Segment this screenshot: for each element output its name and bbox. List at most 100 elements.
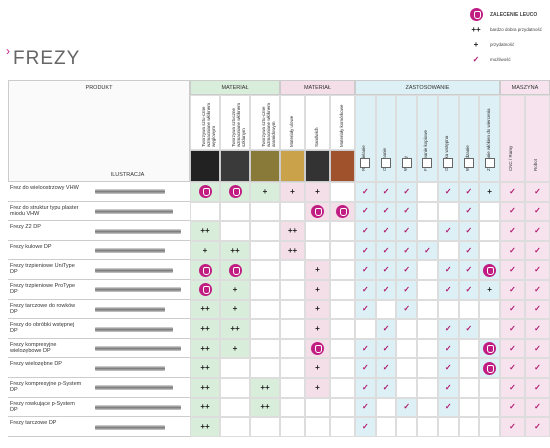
table-cell <box>437 299 459 320</box>
row-name: Frezy wielozębne DP <box>10 361 62 368</box>
table-cell <box>220 397 250 418</box>
table-cell <box>375 338 397 359</box>
table-cell <box>458 240 480 261</box>
table-cell <box>417 280 438 300</box>
group-label: MATERIAŁ <box>221 85 249 91</box>
table-cell <box>220 299 250 320</box>
table-cell <box>250 221 280 241</box>
cell-symbol: + <box>232 284 238 294</box>
table-cell <box>499 378 525 398</box>
table-cell <box>458 358 480 378</box>
cell-symbol: ✓ <box>362 304 369 314</box>
table-cell <box>280 378 305 398</box>
table-cell <box>280 299 305 320</box>
cell-symbol: ✓ <box>444 284 452 294</box>
table-cell <box>417 319 438 339</box>
row-name: Frezy Z2 DP <box>10 224 41 231</box>
column-header-cell <box>524 95 550 182</box>
cell-symbol: ✓ <box>362 402 369 412</box>
table-cell <box>437 201 459 222</box>
cell-symbol: ++ <box>200 422 210 431</box>
cell-symbol: ++ <box>200 343 210 353</box>
cell-symbol: ✓ <box>403 304 411 314</box>
table-cell <box>524 221 550 241</box>
table-cell <box>220 221 250 241</box>
table-cell <box>437 240 459 261</box>
table-cell <box>479 397 500 418</box>
table-cell <box>499 201 525 222</box>
cell-symbol: + <box>315 363 320 373</box>
cell-symbol: ++ <box>200 382 210 392</box>
cell-symbol: ✓ <box>362 363 369 373</box>
table-cell <box>280 240 305 261</box>
table-cell <box>250 240 280 261</box>
table-cell <box>330 338 355 359</box>
row-name: Frezy tarczowe do rowków DP <box>10 302 76 315</box>
table-cell <box>330 319 355 339</box>
row-name: Frezy kompresyjne p-System DP <box>10 381 82 393</box>
column-header: Tworzywa sztuczne wzmacniane włóknem szk… <box>231 102 246 147</box>
cell-symbol: ✓ <box>509 343 516 353</box>
column-header: Sandwich <box>313 127 319 147</box>
table-cell <box>305 240 330 261</box>
table-cell <box>220 240 250 261</box>
row-name: Frezy kompresyjne wielozębowe DP <box>10 341 57 354</box>
table-cell <box>190 378 220 398</box>
table-cell <box>458 260 480 280</box>
table-cell <box>417 358 438 378</box>
cell-symbol: ✓ <box>362 245 369 255</box>
cell-symbol: ✓ <box>534 402 541 412</box>
application-icon <box>463 158 474 168</box>
group-label: ZASTOSOWANIE <box>405 85 450 91</box>
cell-symbol: ✓ <box>509 304 516 314</box>
table-cell <box>437 417 459 437</box>
tool-illustration <box>95 404 181 410</box>
cell-symbol: + <box>315 186 320 196</box>
cell-symbol: ✓ <box>444 402 452 412</box>
cell-symbol: ✓ <box>382 382 390 392</box>
table-cell <box>375 221 397 241</box>
table-cell <box>499 260 525 280</box>
table-cell <box>396 338 418 359</box>
cell-symbol: + <box>262 186 268 196</box>
table-cell <box>330 182 355 202</box>
cell-symbol: ✓ <box>534 363 541 373</box>
table-cell <box>499 299 525 320</box>
row-name: Frezy trzpieniowe ProType DP <box>10 283 76 295</box>
table-cell <box>458 338 480 359</box>
cell-symbol: ✓ <box>465 206 473 216</box>
table-cell <box>355 260 376 280</box>
table-cell <box>305 319 330 339</box>
table-cell <box>220 201 250 222</box>
table-cell <box>190 319 220 339</box>
row-name: Frez do struktur typu plaster miodu VHW <box>10 204 79 217</box>
tool-illustration <box>95 208 173 214</box>
cell-symbol: ✓ <box>534 382 541 392</box>
cell-symbol: + <box>487 284 492 294</box>
cell-symbol: ✓ <box>509 324 516 333</box>
table-cell <box>396 417 418 437</box>
table-cell <box>250 182 280 202</box>
table-cell <box>305 280 330 300</box>
table-cell <box>220 280 250 300</box>
table-cell <box>220 358 250 378</box>
legend-text: ZALECENIE LEUCO <box>490 12 538 18</box>
table-cell <box>375 319 397 339</box>
column-header-cell <box>499 95 525 182</box>
cell-symbol: ✓ <box>534 343 541 353</box>
cell-symbol: ✓ <box>465 265 473 275</box>
cell-symbol: ✓ <box>403 284 411 294</box>
table-cell <box>479 378 500 398</box>
column-header: Tworzywa sztu-czne wzmacniane włóknem ar… <box>261 102 276 147</box>
row-name: Frezy tarczowe DP <box>10 420 57 427</box>
cell-symbol: ✓ <box>403 226 411 235</box>
table-cell <box>499 397 525 418</box>
table-cell <box>375 378 397 398</box>
material-swatch <box>190 150 220 182</box>
cell-symbol: ✓ <box>403 186 411 196</box>
tool-illustration <box>95 189 165 195</box>
table-cell <box>437 221 459 241</box>
table-cell <box>417 417 438 437</box>
table-cell <box>458 397 480 418</box>
